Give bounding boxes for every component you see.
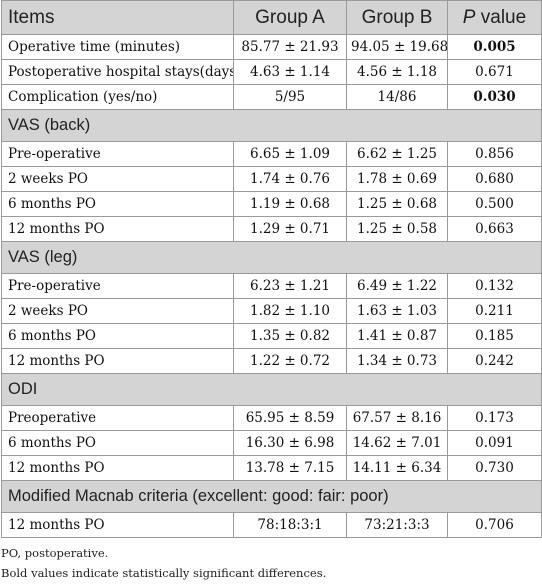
header-items: Items [1, 0, 234, 35]
table-row: 2 weeks PO 1.82 ± 1.10 1.63 ± 1.03 0.211 [1, 298, 542, 324]
group-a-value: 5/95 [233, 84, 347, 110]
p-value: 0.185 [447, 323, 542, 349]
p-value: 0.242 [447, 348, 542, 374]
results-table: Items Group A Group B P value Operative … [1, 0, 542, 538]
group-a-value: 1.19 ± 0.68 [233, 191, 347, 217]
p-value: 0.856 [447, 141, 542, 167]
group-b-value: 6.62 ± 1.25 [346, 141, 448, 167]
row-label: 2 weeks PO [1, 298, 234, 324]
group-b-value: 4.56 ± 1.18 [346, 59, 448, 85]
footnote-bold-note: Bold values indicate statistically signi… [1, 566, 327, 580]
group-a-value: 6.23 ± 1.21 [233, 273, 347, 299]
p-value: 0.173 [447, 405, 542, 431]
group-a-value: 4.63 ± 1.14 [233, 59, 347, 85]
table-row: 2 weeks PO 1.74 ± 0.76 1.78 ± 0.69 0.680 [1, 166, 542, 192]
p-value: 0.091 [447, 430, 542, 456]
group-b-value: 14/86 [346, 84, 448, 110]
group-a-value: 1.22 ± 0.72 [233, 348, 347, 374]
header-p-value: P value [447, 0, 542, 35]
row-label: Pre-operative [1, 141, 234, 167]
table-row: Pre-operative 6.65 ± 1.09 6.62 ± 1.25 0.856 [1, 141, 542, 167]
table-row: Pre-operative 6.23 ± 1.21 6.49 ± 1.22 0.132 [1, 273, 542, 299]
row-label: Preoperative [1, 405, 234, 431]
group-b-value: 1.78 ± 0.69 [346, 166, 448, 192]
group-a-value: 1.82 ± 1.10 [233, 298, 347, 324]
row-label: 12 months PO [1, 216, 234, 242]
p-value: 0.663 [447, 216, 542, 242]
group-a-value: 78:18:3:1 [233, 512, 347, 538]
p-value: 0.005 [447, 34, 542, 60]
row-label: Postoperative hospital stays(days) [1, 59, 234, 85]
header-group-a: Group A [233, 0, 347, 35]
row-label: 12 months PO [1, 455, 234, 481]
section-header-row: ODI [1, 373, 542, 406]
section-header-row: VAS (back) [1, 109, 542, 142]
group-a-value: 16.30 ± 6.98 [233, 430, 347, 456]
header-value-word: value [475, 6, 527, 28]
footnote-abbreviation: PO, postoperative. [1, 546, 109, 560]
table-row: 6 months PO 1.35 ± 0.82 1.41 ± 0.87 0.185 [1, 323, 542, 349]
table-row: Complication (yes/no) 5/95 14/86 0.030 [1, 84, 542, 110]
group-a-value: 1.74 ± 0.76 [233, 166, 347, 192]
section-title: VAS (back) [1, 109, 542, 142]
header-row: Items Group A Group B P value [1, 0, 542, 35]
group-b-value: 1.25 ± 0.58 [346, 216, 448, 242]
group-b-value: 6.49 ± 1.22 [346, 273, 448, 299]
section-header-row: Modified Macnab criteria (excellent: goo… [1, 480, 542, 513]
table-body: Operative time (minutes) 85.77 ± 21.93 94.… [1, 34, 542, 538]
section-title: VAS (leg) [1, 241, 542, 274]
group-b-value: 1.34 ± 0.73 [346, 348, 448, 374]
group-b-value: 1.25 ± 0.68 [346, 191, 448, 217]
table-row: 12 months PO 78:18:3:1 73:21:3:3 0.706 [1, 512, 542, 538]
p-value: 0.500 [447, 191, 542, 217]
table-row: Preoperative 65.95 ± 8.59 67.57 ± 8.16 0.17… [1, 405, 542, 431]
table-row: 12 months PO 13.78 ± 7.15 14.11 ± 6.34 0.73… [1, 455, 542, 481]
section-title: Modified Macnab criteria (excellent: goo… [1, 480, 542, 513]
group-a-value: 1.29 ± 0.71 [233, 216, 347, 242]
table-row: Postoperative hospital stays(days) 4.63 ±… [1, 59, 542, 85]
row-label: 6 months PO [1, 430, 234, 456]
p-value: 0.132 [447, 273, 542, 299]
table-row: 12 months PO 1.29 ± 0.71 1.25 ± 0.58 0.663 [1, 216, 542, 242]
group-a-value: 1.35 ± 0.82 [233, 323, 347, 349]
row-label: 2 weeks PO [1, 166, 234, 192]
table-row: 6 months PO 1.19 ± 0.68 1.25 ± 0.68 0.500 [1, 191, 542, 217]
section-header-row: VAS (leg) [1, 241, 542, 274]
row-label: 12 months PO [1, 348, 234, 374]
row-label: 12 months PO [1, 512, 234, 538]
group-a-value: 85.77 ± 21.93 [233, 34, 347, 60]
p-value: 0.030 [447, 84, 542, 110]
header-p-letter: P [462, 6, 476, 28]
table-row: 12 months PO 1.22 ± 0.72 1.34 ± 0.73 0.242 [1, 348, 542, 374]
group-b-value: 73:21:3:3 [346, 512, 448, 538]
group-b-value: 14.11 ± 6.34 [346, 455, 448, 481]
group-b-value: 67.57 ± 8.16 [346, 405, 448, 431]
row-label: Operative time (minutes) [1, 34, 234, 60]
group-b-value: 94.05 ± 19.68 [346, 34, 448, 60]
table-row: 6 months PO 16.30 ± 6.98 14.62 ± 7.01 0.091 [1, 430, 542, 456]
group-a-value: 13.78 ± 7.15 [233, 455, 347, 481]
table-row: Operative time (minutes) 85.77 ± 21.93 94.… [1, 34, 542, 60]
row-label: 6 months PO [1, 323, 234, 349]
group-b-value: 1.63 ± 1.03 [346, 298, 448, 324]
group-b-value: 1.41 ± 0.87 [346, 323, 448, 349]
p-value: 0.706 [447, 512, 542, 538]
group-b-value: 14.62 ± 7.01 [346, 430, 448, 456]
header-group-b: Group B [346, 0, 448, 35]
section-title: ODI [1, 373, 542, 406]
row-label: 6 months PO [1, 191, 234, 217]
group-a-value: 6.65 ± 1.09 [233, 141, 347, 167]
group-a-value: 65.95 ± 8.59 [233, 405, 347, 431]
p-value: 0.211 [447, 298, 542, 324]
row-label: Pre-operative [1, 273, 234, 299]
p-value: 0.671 [447, 59, 542, 85]
p-value: 0.680 [447, 166, 542, 192]
p-value: 0.730 [447, 455, 542, 481]
row-label: Complication (yes/no) [1, 84, 234, 110]
